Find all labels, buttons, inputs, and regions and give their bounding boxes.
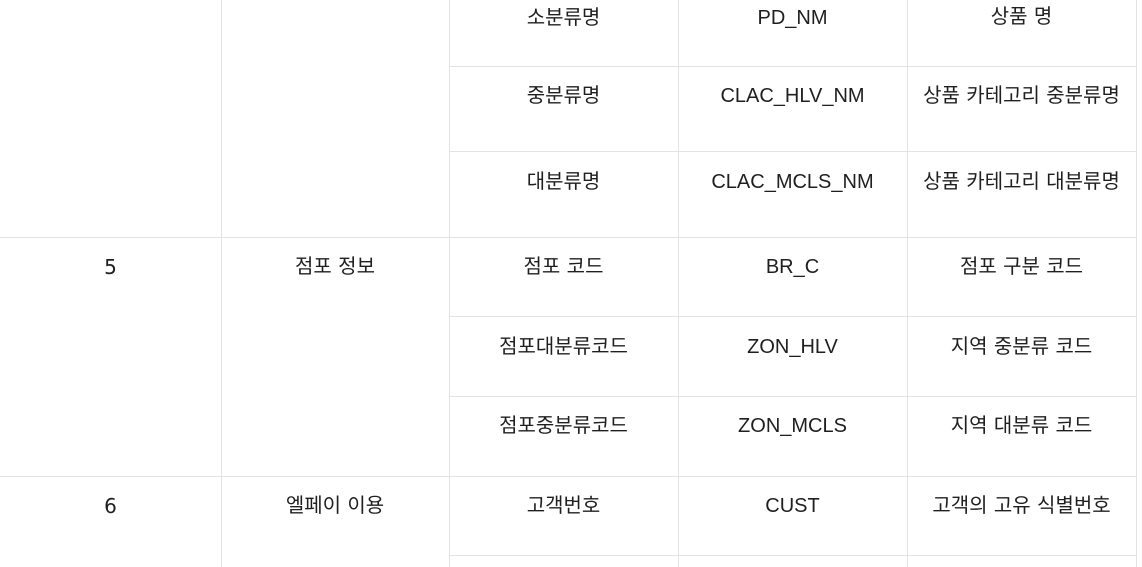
cell-field-code[interactable]: PD_NM xyxy=(757,7,828,29)
grid-line xyxy=(449,66,1137,67)
grid-line xyxy=(449,555,1137,556)
cell-description[interactable]: 점포 구분 코드 xyxy=(959,254,1084,278)
cell-row-number[interactable]: 5 xyxy=(104,255,117,279)
grid-line xyxy=(907,0,908,567)
cell-item-name[interactable]: 점포대분류코드 xyxy=(499,334,628,358)
cell-row-number[interactable]: 6 xyxy=(104,494,117,518)
grid-line xyxy=(678,0,679,567)
cell-item-name[interactable]: 소분류명 xyxy=(526,5,601,29)
cell-field-code[interactable]: CLAC_MCLS_NM xyxy=(711,171,874,193)
cell-item-name[interactable]: 대분류명 xyxy=(526,169,601,193)
cell-description[interactable]: 지역 대분류 코드 xyxy=(950,413,1093,437)
cell-description[interactable]: 상품 명 xyxy=(990,4,1053,28)
cell-group-name[interactable]: 점포 정보 xyxy=(295,254,375,278)
cell-item-name[interactable]: 중분류명 xyxy=(526,83,601,107)
cell-item-name[interactable]: 점포중분류코드 xyxy=(499,413,628,437)
grid-line xyxy=(449,151,1137,152)
grid-line xyxy=(449,0,450,567)
grid-line xyxy=(0,476,1137,477)
grid-line xyxy=(0,237,1137,238)
grid-line xyxy=(221,0,222,567)
grid-line xyxy=(1136,0,1137,567)
cell-group-name[interactable]: 엘페이 이용 xyxy=(285,493,385,517)
cell-description[interactable]: 상품 카테고리 대분류명 xyxy=(923,169,1120,193)
cell-item-name[interactable]: 점포 코드 xyxy=(523,254,604,278)
grid-line xyxy=(449,316,1137,317)
cell-field-code[interactable]: BR_C xyxy=(765,256,820,278)
cell-description[interactable]: 상품 카테고리 중분류명 xyxy=(923,83,1120,107)
cell-description[interactable]: 고객의 고유 식별번호 xyxy=(932,493,1111,517)
cell-field-code[interactable]: ZON_MCLS xyxy=(738,415,847,437)
cell-field-code[interactable]: ZON_HLV xyxy=(747,336,838,358)
cell-description[interactable]: 지역 중분류 코드 xyxy=(950,334,1093,358)
cell-field-code[interactable]: CLAC_HLV_NM xyxy=(720,85,865,107)
cell-item-name[interactable]: 고객번호 xyxy=(526,493,601,517)
cell-field-code[interactable]: CUST xyxy=(765,495,820,517)
grid-line xyxy=(449,396,1137,397)
